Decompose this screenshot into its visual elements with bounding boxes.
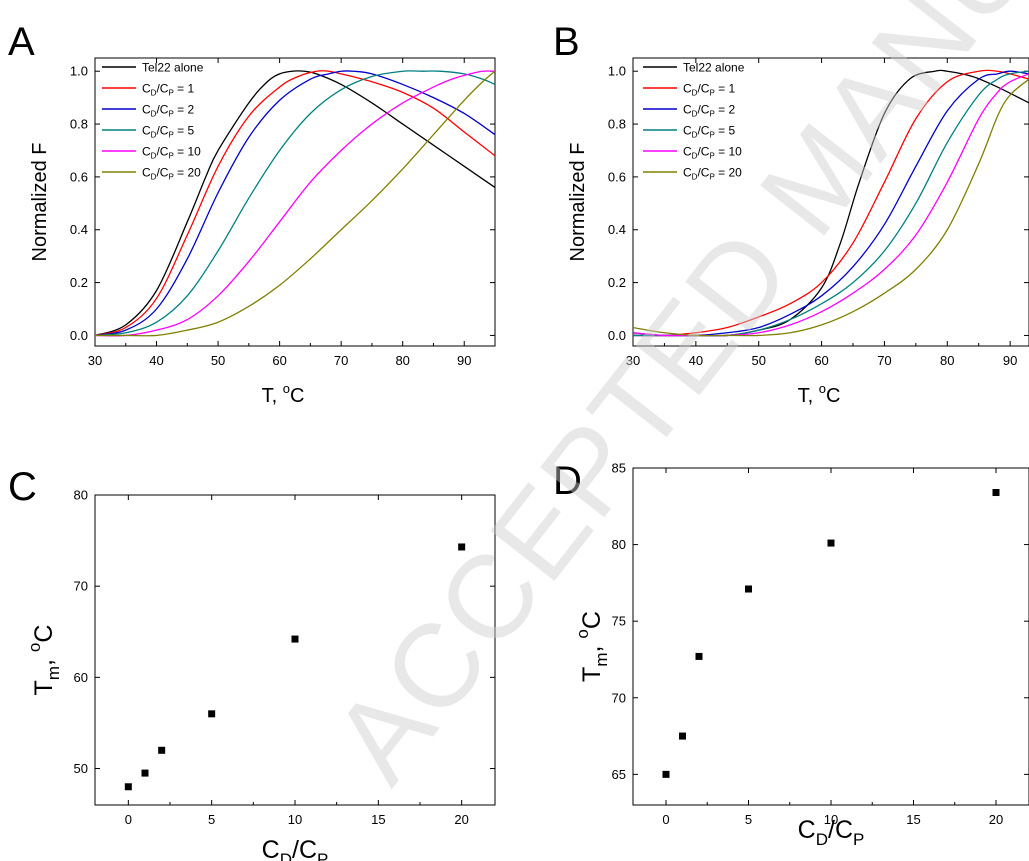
- plot-frame: [94, 57, 496, 347]
- x-tick-label: 15: [371, 812, 385, 827]
- legend-label: CD/CP = 5: [142, 124, 194, 140]
- legend-label: CD/CP = 2: [683, 103, 735, 119]
- y-tick-label: 85: [612, 461, 626, 476]
- plot-frame: [94, 494, 496, 806]
- x-axis-label: CD/CP: [798, 816, 865, 849]
- panel-a: A 30 40 50 60 70 80 90 0.0 0.2 0.4 0.6 0.8 1.0 T, oC No…: [8, 20, 496, 407]
- y-axis-label: Tm, oC: [573, 611, 611, 682]
- x-tick-label: 5: [208, 812, 215, 827]
- series-line-3: [95, 70, 495, 337]
- y-axis-label: Normalized F: [567, 143, 589, 262]
- y-tick-label: 0.6: [608, 169, 626, 184]
- legend-label: CD/CP = 20: [142, 166, 201, 182]
- y-tick-label: 0.4: [608, 222, 626, 237]
- data-point: [141, 769, 149, 777]
- x-tick-label: 60: [814, 353, 828, 368]
- legend-label: CD/CP = 10: [142, 145, 201, 161]
- y-tick-label: 70: [74, 579, 88, 594]
- y-tick-label: 1.0: [608, 64, 626, 79]
- y-tick-label: 0.6: [70, 169, 88, 184]
- panel-letter: B: [553, 20, 580, 64]
- data-point: [745, 585, 752, 593]
- x-tick-label: 20: [989, 812, 1003, 827]
- x-tick-label: 0: [125, 812, 132, 827]
- panel-d: D 0 5 10 15 20 65 70 75 80 85 CD/CP Tm, oC: [553, 459, 1029, 849]
- x-tick-label: 15: [906, 812, 920, 827]
- y-tick-label: 50: [74, 761, 88, 776]
- panel-letter: C: [8, 465, 37, 509]
- data-point: [679, 732, 686, 740]
- x-tick-label: 90: [457, 353, 471, 368]
- x-tick-label: 40: [149, 353, 163, 368]
- x-tick-label: 60: [272, 353, 286, 368]
- y-tick-label: 0.0: [70, 328, 88, 343]
- y-tick-label: 80: [612, 537, 626, 552]
- data-point: [662, 770, 670, 778]
- legend-label: CD/CP = 10: [683, 145, 742, 161]
- x-axis-label: T, oC: [798, 381, 841, 407]
- plot-frame: [632, 57, 1029, 347]
- data-point: [291, 635, 299, 643]
- x-axis-label: CD/CP: [262, 836, 329, 861]
- x-axis-label: T, oC: [262, 381, 305, 407]
- y-tick-label: 70: [612, 690, 626, 705]
- legend-label: CD/CP = 1: [142, 82, 194, 98]
- x-tick-label: 30: [88, 353, 102, 368]
- panel-c: C 0 5 10 15 20 50 60 70 80 CD/CP Tm, oC: [8, 465, 496, 861]
- y-tick-label: 75: [612, 614, 626, 629]
- y-axis-label: Tm, oC: [25, 625, 63, 696]
- x-tick-label: 10: [288, 812, 302, 827]
- data-point: [208, 710, 216, 718]
- data-point: [158, 746, 166, 754]
- data-point: [695, 652, 703, 660]
- legend-label: CD/CP = 5: [683, 124, 735, 140]
- legend-label: CD/CP = 2: [142, 103, 194, 119]
- x-tick-label: 10: [824, 812, 838, 827]
- x-tick-label: 20: [454, 812, 468, 827]
- x-tick-label: 70: [877, 353, 891, 368]
- y-tick-label: 80: [74, 488, 88, 503]
- y-tick-label: 0.2: [70, 275, 88, 290]
- y-tick-label: 1.0: [70, 64, 88, 79]
- series-line-1: [95, 70, 495, 337]
- series-line-0: [95, 70, 495, 337]
- panel-letter: D: [553, 459, 582, 503]
- legend-label: CD/CP = 20: [683, 166, 742, 182]
- legend-label: Tel22 alone: [142, 61, 204, 75]
- data-point: [458, 543, 466, 551]
- panel-letter: A: [8, 20, 35, 64]
- x-tick-label: 50: [751, 353, 765, 368]
- series-line-2: [95, 70, 495, 337]
- x-tick-label: 80: [940, 353, 954, 368]
- data-point: [827, 539, 835, 547]
- y-tick-label: 0.0: [608, 328, 626, 343]
- x-tick-label: 70: [334, 353, 348, 368]
- y-axis-label: Normalized F: [29, 143, 51, 262]
- y-tick-label: 0.8: [70, 117, 88, 132]
- series-line-4: [95, 70, 495, 337]
- y-tick-label: 0.8: [608, 117, 626, 132]
- series-line-5: [95, 70, 495, 337]
- series-line-5: [633, 78, 1029, 337]
- data-point: [992, 489, 1000, 497]
- data-point: [124, 783, 132, 791]
- x-tick-label: 40: [689, 353, 703, 368]
- x-tick-label: 30: [626, 353, 640, 368]
- legend-label: CD/CP = 1: [683, 82, 735, 98]
- y-tick-label: 60: [74, 670, 88, 685]
- y-tick-label: 0.2: [608, 275, 626, 290]
- x-tick-label: 90: [1003, 353, 1017, 368]
- x-tick-label: 80: [395, 353, 409, 368]
- x-tick-label: 0: [662, 812, 669, 827]
- legend-label: Tel22 alone: [683, 61, 745, 75]
- y-tick-label: 65: [612, 767, 626, 782]
- series-line-1: [633, 69, 1029, 337]
- x-tick-label: 50: [211, 353, 225, 368]
- y-tick-label: 0.4: [70, 222, 88, 237]
- plot-frame: [632, 467, 1029, 806]
- x-tick-label: 5: [745, 812, 752, 827]
- panel-b: B 30 40 50 60 70 80 90 0.0 0.2 0.4 0.6 0.8 1.0 T, oC No…: [553, 20, 1029, 407]
